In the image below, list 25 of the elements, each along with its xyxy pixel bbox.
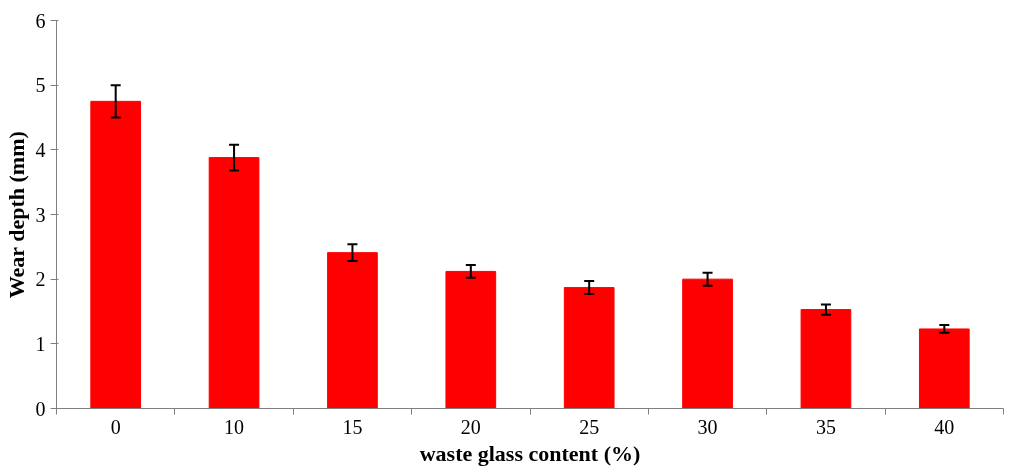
bar [800, 309, 852, 409]
y-tick-label: 3 [35, 203, 46, 226]
bar [327, 252, 378, 409]
bar [918, 328, 970, 409]
x-axis-title: waste glass content (%) [419, 440, 641, 466]
x-tick-label: 15 [342, 415, 363, 438]
bar [445, 270, 497, 409]
y-tick-label: 1 [35, 332, 46, 355]
y-tick-label: 5 [35, 74, 46, 97]
y-tick-label: 2 [35, 268, 46, 291]
y-tick-label: 4 [35, 138, 46, 161]
y-tick-label: 6 [35, 9, 46, 32]
x-tick-label: 40 [934, 415, 955, 438]
bar [563, 287, 615, 409]
y-axis-title: Wear depth (mm) [3, 131, 29, 299]
y-tick-label: 0 [35, 397, 46, 420]
x-tick-label: 25 [579, 415, 600, 438]
x-tick-label: 10 [224, 415, 245, 438]
bar [90, 100, 142, 409]
bar [682, 278, 733, 409]
x-tick-label: 20 [460, 415, 481, 438]
x-tick-label: 30 [697, 415, 718, 438]
x-tick-label: 0 [110, 415, 121, 438]
x-tick-label: 35 [815, 415, 836, 438]
bar [208, 157, 260, 409]
